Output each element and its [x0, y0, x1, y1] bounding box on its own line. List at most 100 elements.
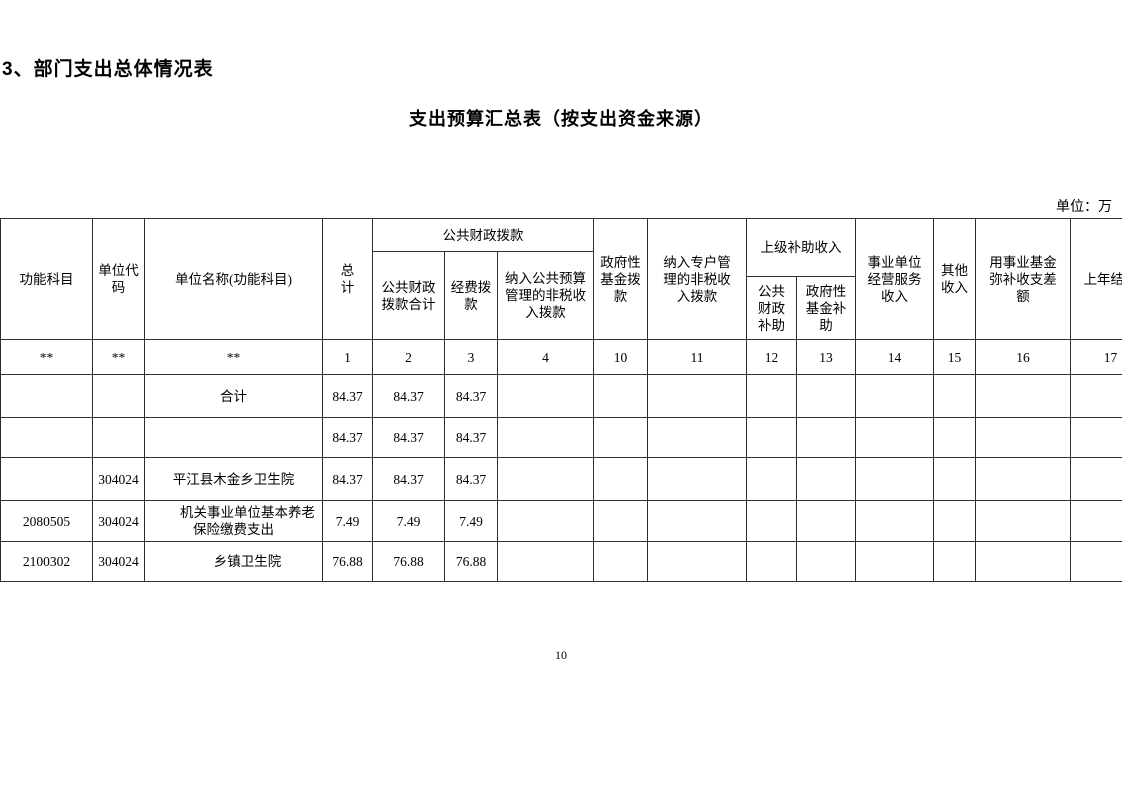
- column-index-cell: 13: [796, 339, 857, 375]
- column-index-cell: **: [144, 339, 323, 375]
- table-row: 84.37 84.37 84.37: [0, 417, 1122, 458]
- header-group-public-finance: 公共财政拨款: [371, 218, 595, 252]
- column-index-cell: 14: [855, 339, 935, 375]
- cell-amount: [593, 500, 649, 542]
- cell-amount: [796, 374, 857, 418]
- cell-amount: [796, 417, 857, 458]
- cell-amount: 76.88: [444, 541, 498, 582]
- cell-amount: [746, 417, 798, 458]
- column-index-cell: 12: [746, 339, 798, 375]
- header-funding-allocation: 经费拨 款: [444, 251, 498, 340]
- cell-amount: [496, 500, 595, 542]
- cell-amount: 84.37: [444, 417, 498, 458]
- cell-function-code: 2080505: [0, 500, 93, 542]
- cell-unit-code: [92, 417, 145, 458]
- cell-amount: [496, 374, 595, 418]
- cell-amount: [647, 457, 748, 501]
- header-unit-code: 单位代 码: [92, 218, 145, 340]
- unit-note: 单位：万: [1056, 200, 1112, 215]
- column-index-cell: 1: [322, 339, 373, 375]
- column-index-cell: 11: [647, 339, 748, 375]
- header-other-income: 其他 收入: [933, 218, 977, 340]
- cell-amount: 84.37: [372, 457, 445, 501]
- cell-amount: 84.37: [372, 374, 445, 418]
- cell-amount: [855, 417, 935, 458]
- section-title: 3、部门支出总体情况表: [2, 59, 214, 80]
- cell-amount: [796, 500, 857, 542]
- cell-unit-name: 平江县木金乡卫生院: [144, 457, 323, 501]
- cell-amount: [796, 541, 857, 582]
- cell-amount: [1070, 500, 1122, 542]
- header-nontax-special-account: 纳入专户管 理的非税收 入拨款: [647, 218, 748, 340]
- column-index-row: ** ** ** 1 2 3 4 10 11 12 13 14 15 16 17: [0, 339, 1122, 375]
- column-index-cell: **: [0, 339, 93, 375]
- cell-function-code: [0, 374, 93, 418]
- column-index-cell: 4: [496, 339, 595, 375]
- cell-amount: [647, 374, 748, 418]
- column-index-cell: 10: [593, 339, 649, 375]
- cell-amount: [496, 457, 595, 501]
- cell-amount: [496, 541, 595, 582]
- cell-amount: [975, 417, 1072, 458]
- column-index-cell: 2: [372, 339, 445, 375]
- cell-amount: [1070, 457, 1122, 501]
- cell-amount: 84.37: [322, 417, 373, 458]
- table-row: 2100302 304024 乡镇卫生院 76.88 76.88 76.88: [0, 541, 1122, 582]
- cell-amount: [975, 457, 1072, 501]
- cell-amount: [975, 541, 1072, 582]
- cell-amount: [593, 374, 649, 418]
- cell-amount: [796, 457, 857, 501]
- header-pf-subtotal: 公共财政 拨款合计: [372, 251, 445, 340]
- cell-unit-code: [92, 374, 145, 418]
- header-unit-name: 单位名称(功能科目): [144, 218, 323, 340]
- table-title: 支出预算汇总表（按支出资金来源）: [409, 109, 713, 129]
- header-prev-year-carryover: 上年结转: [1070, 218, 1122, 340]
- column-index-cell: 16: [975, 339, 1072, 375]
- cell-amount: [1070, 374, 1122, 418]
- cell-function-code: [0, 417, 93, 458]
- column-index-cell: 17: [1070, 339, 1122, 375]
- table-row: 304024 平江县木金乡卫生院 84.37 84.37 84.37: [0, 457, 1122, 501]
- page-number: 10: [555, 648, 567, 662]
- cell-unit-name: [144, 417, 323, 458]
- header-function-subject: 功能科目: [0, 218, 93, 340]
- cell-amount: [975, 500, 1072, 542]
- cell-amount: [746, 374, 798, 418]
- header-gov-fund-subsidy: 政府性 基金补 助: [796, 276, 857, 340]
- cell-amount: [933, 417, 977, 458]
- cell-function-code: 2100302: [0, 541, 93, 582]
- cell-amount: 84.37: [444, 457, 498, 501]
- cell-amount: [593, 417, 649, 458]
- cell-amount: 84.37: [444, 374, 498, 418]
- cell-amount: [855, 457, 935, 501]
- cell-amount: [593, 541, 649, 582]
- cell-unit-name: 乡镇卫生院: [144, 541, 323, 582]
- cell-function-code: [0, 457, 93, 501]
- cell-amount: [855, 500, 935, 542]
- cell-amount: 76.88: [372, 541, 445, 582]
- cell-amount: [933, 500, 977, 542]
- cell-amount: [593, 457, 649, 501]
- cell-unit-code: 304024: [92, 500, 145, 542]
- header-group-superior-subsidy: 上级补助收入: [746, 218, 857, 277]
- cell-amount: 84.37: [372, 417, 445, 458]
- cell-amount: [1070, 417, 1122, 458]
- cell-amount: 7.49: [444, 500, 498, 542]
- cell-amount: [933, 457, 977, 501]
- cell-amount: [647, 417, 748, 458]
- header-operating-income: 事业单位 经营服务 收入: [855, 218, 935, 340]
- cell-amount: [933, 541, 977, 582]
- cell-unit-name: 合计: [144, 374, 323, 418]
- cell-amount: [746, 541, 798, 582]
- header-nontax-public-budget: 纳入公共预算 管理的非税收 入拨款: [496, 251, 595, 340]
- budget-table: 功能科目 单位代 码 单位名称(功能科目) 总 计 公共财政拨款 政府性 基金拨…: [0, 218, 1122, 582]
- column-index-cell: 15: [933, 339, 977, 375]
- header-gov-fund-allocation: 政府性 基金拨 款: [593, 218, 649, 340]
- header-fund-gap: 用事业基金 弥补收支差 额: [975, 218, 1072, 340]
- cell-amount: [933, 374, 977, 418]
- column-index-cell: **: [92, 339, 145, 375]
- cell-amount: 7.49: [372, 500, 445, 542]
- cell-amount: [647, 541, 748, 582]
- cell-amount: [855, 541, 935, 582]
